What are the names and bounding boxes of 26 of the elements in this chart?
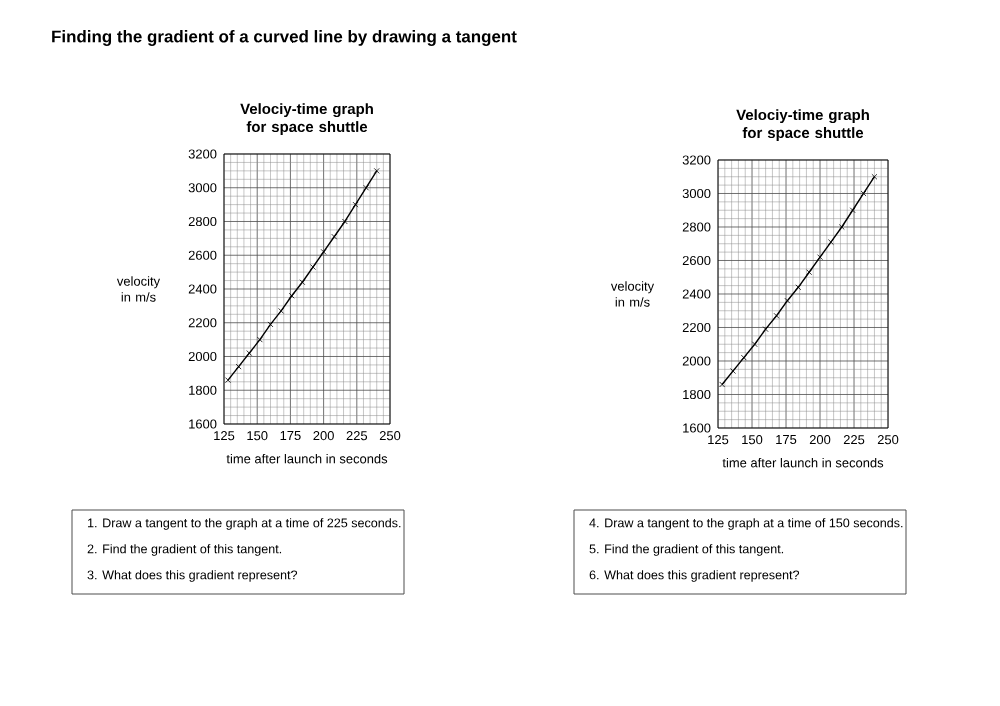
point	[795, 284, 802, 291]
point	[784, 297, 791, 304]
point	[806, 269, 813, 276]
text: Finding the gradient of a curved line by drawing a tangent	[52, 30, 517, 46]
point	[331, 233, 338, 240]
point	[267, 321, 274, 328]
point	[751, 341, 758, 348]
point	[341, 218, 348, 225]
point	[730, 368, 736, 374]
point	[235, 363, 242, 370]
point	[827, 239, 834, 246]
point	[817, 254, 823, 261]
point	[838, 224, 845, 230]
point	[762, 326, 769, 333]
point	[278, 308, 285, 314]
point	[288, 292, 295, 299]
point	[363, 184, 370, 191]
point	[310, 264, 316, 270]
point	[246, 350, 253, 357]
point	[320, 248, 327, 255]
point	[773, 312, 780, 319]
point	[299, 279, 306, 286]
point	[849, 207, 856, 214]
point	[256, 336, 263, 343]
point	[352, 201, 359, 208]
point	[740, 354, 747, 361]
